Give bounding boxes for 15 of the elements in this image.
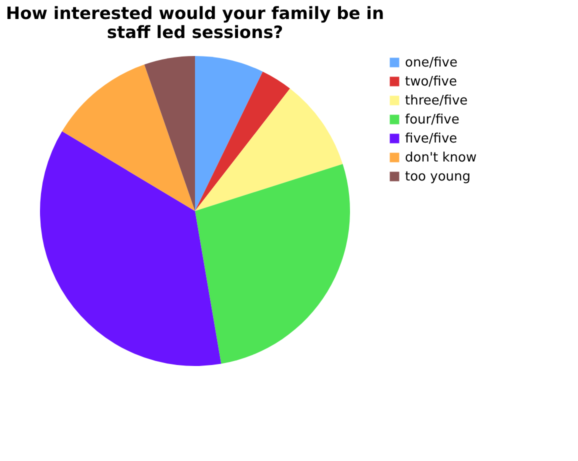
pie-slice (195, 164, 350, 364)
pie-slice (144, 56, 195, 211)
pie-slice (195, 72, 290, 211)
pie-slice (195, 56, 263, 211)
legend-label: three/five (405, 94, 468, 108)
legend-label: too young (405, 170, 471, 184)
pie-slice (40, 131, 222, 366)
pie-slice (62, 64, 195, 211)
chart-title: How interested would your family be in staff led sessions? (6, 4, 384, 43)
legend-label: two/five (405, 74, 457, 90)
legend-label: don't know (405, 150, 477, 166)
legend-label: five/five (405, 132, 458, 146)
legend-label: four/five (405, 112, 460, 128)
legend-label: one/five (405, 56, 458, 70)
pie-slice (195, 88, 343, 211)
